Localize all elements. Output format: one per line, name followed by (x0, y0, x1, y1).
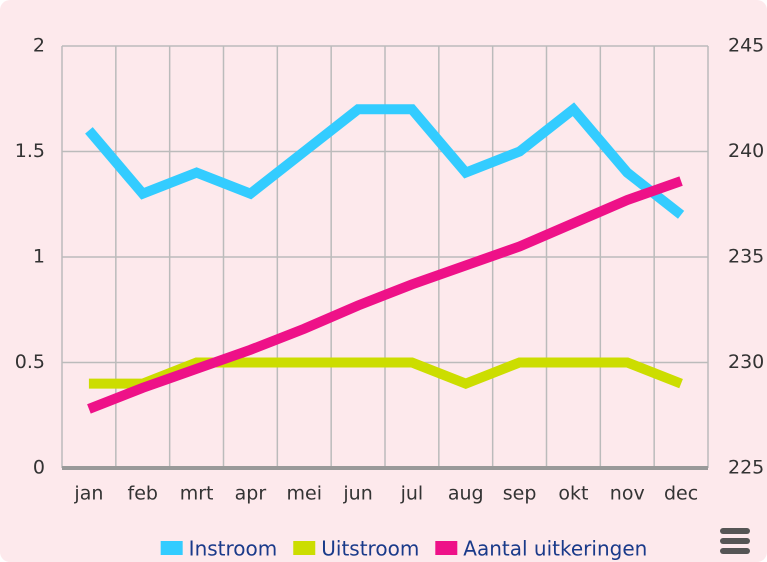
x-tick-label: jun (342, 483, 372, 505)
x-tick-label: mrt (180, 483, 214, 505)
legend-swatch (160, 541, 183, 555)
x-tick-label: jul (400, 483, 424, 505)
y-tick-label: 0.5 (15, 351, 45, 373)
x-tick-label: aug (448, 483, 484, 505)
legend-label: Instroom (189, 537, 278, 561)
y2-tick-label: 245 (728, 35, 764, 57)
series-line (88, 357, 683, 389)
legend-label: Aantal uitkeringen (463, 537, 647, 561)
legend-swatch (435, 541, 458, 555)
series-line (87, 176, 683, 414)
x-tick-label: dec (664, 483, 698, 505)
y-tick-label: 2 (33, 35, 45, 57)
y2-tick-label: 235 (728, 246, 764, 268)
x-tick-label: nov (610, 483, 645, 505)
legend-swatch (293, 541, 316, 555)
x-tick-label: feb (128, 483, 158, 505)
menu-button[interactable] (720, 528, 750, 554)
y-tick-label: 1 (33, 246, 45, 268)
x-tick-label: jan (73, 483, 103, 505)
y2-tick-label: 240 (728, 140, 764, 162)
x-tick-label: okt (558, 483, 588, 505)
x-tick-label: sep (503, 483, 537, 505)
y-tick-label: 1.5 (15, 140, 45, 162)
y-tick-label: 0 (33, 457, 45, 479)
x-tick-label: mei (287, 483, 322, 505)
menu-bar[interactable] (720, 528, 750, 534)
legend: Instroom Uitstroom Aantal uitkeringen (160, 537, 647, 561)
y2-tick-label: 225 (728, 457, 764, 479)
menu-bar[interactable] (720, 548, 750, 554)
y2-tick-label: 230 (728, 351, 764, 373)
x-tick-label: apr (235, 483, 267, 505)
series-line (85, 102, 685, 219)
legend-label: Uitstroom (321, 537, 419, 561)
menu-bar[interactable] (720, 538, 750, 544)
